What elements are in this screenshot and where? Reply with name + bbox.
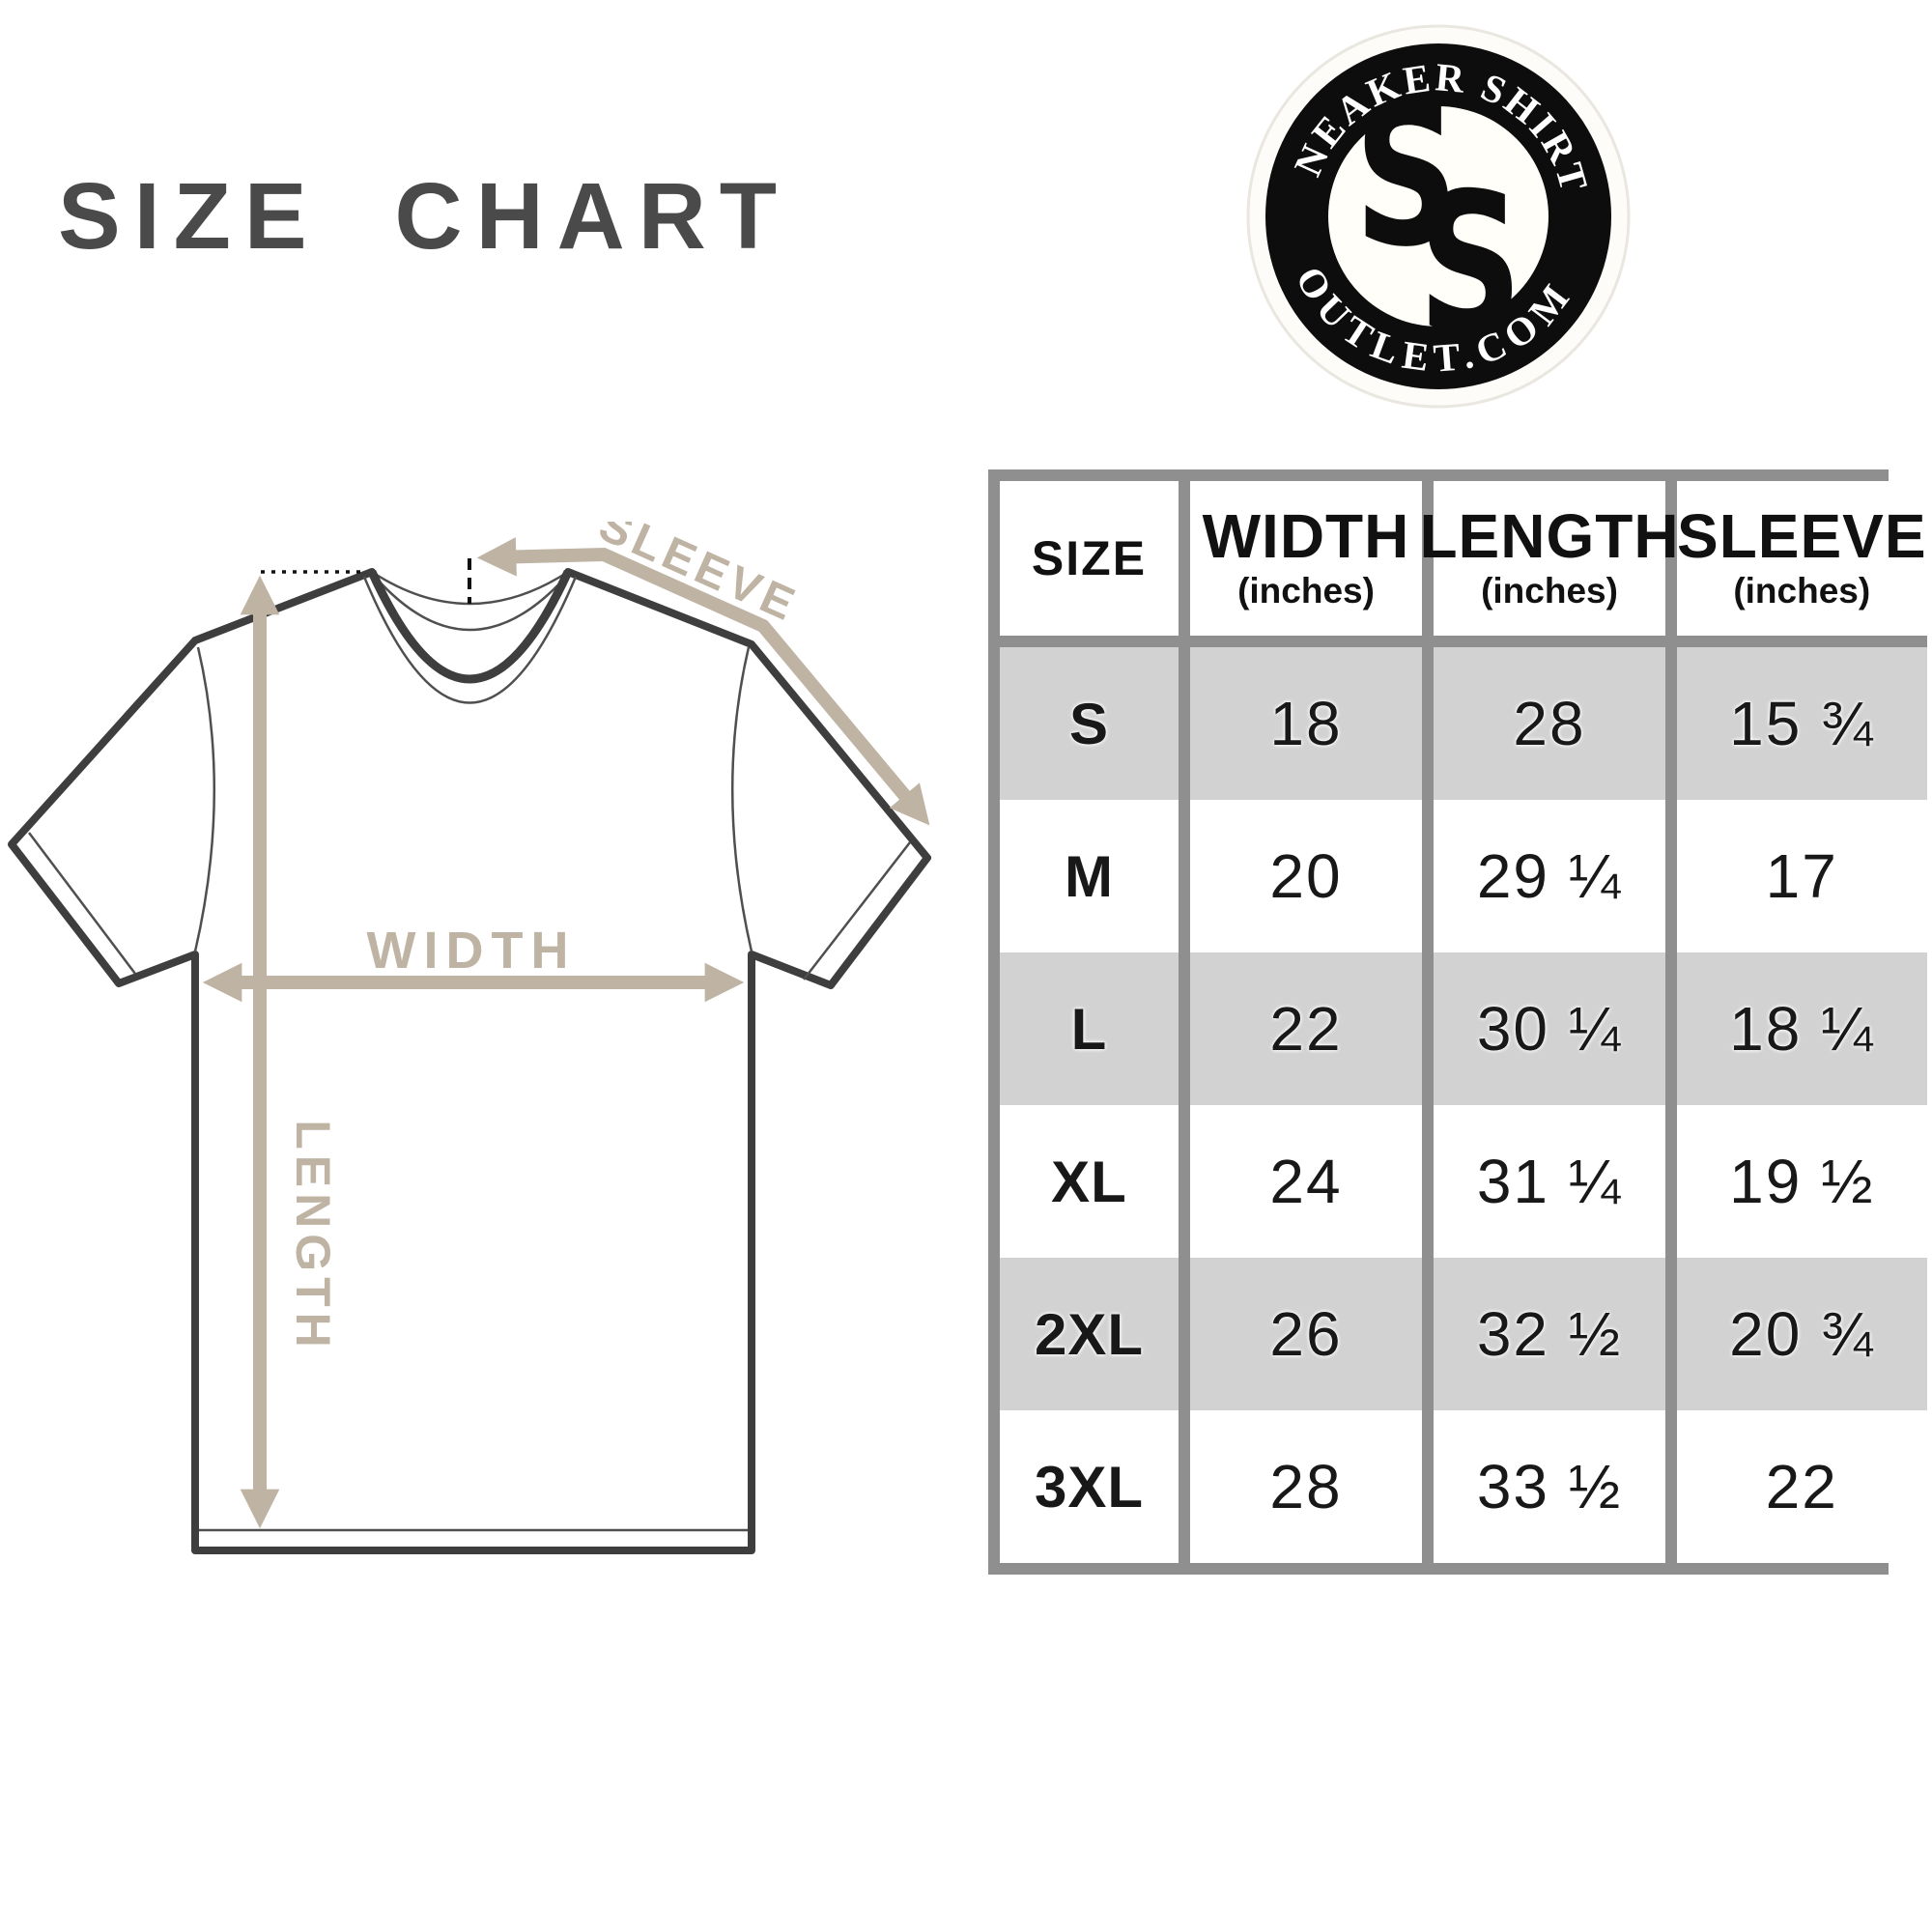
tshirt-measurement-diagram: WIDTH LENGTH SLEEVE bbox=[8, 522, 931, 1554]
size-cell: 2XL bbox=[1000, 1258, 1179, 1410]
header-cell-sleeve: SLEEVE (inches) bbox=[1677, 481, 1927, 647]
sleeve-cell: 18 ¼ bbox=[1677, 952, 1927, 1105]
header-sleeve-units: (inches) bbox=[1733, 571, 1871, 611]
sleeve-cell: 22 bbox=[1677, 1410, 1927, 1563]
size-cell: L bbox=[1000, 952, 1179, 1105]
header-width-units: (inches) bbox=[1237, 571, 1375, 611]
shirt-outline bbox=[8, 568, 931, 1554]
sleeve-cell: 15 ¾ bbox=[1677, 647, 1927, 800]
width-measure-label: WIDTH bbox=[367, 922, 577, 980]
sleeve-cell: 20 ¾ bbox=[1677, 1258, 1927, 1410]
logo-inner-circle bbox=[1328, 106, 1548, 327]
monogram-s-left: S bbox=[1354, 64, 1459, 291]
left-armhole-seam bbox=[193, 646, 215, 952]
header-sleeve-label: SLEEVE bbox=[1677, 501, 1927, 571]
length-measure-label: LENGTH bbox=[286, 1120, 340, 1353]
length-cell: 33 ½ bbox=[1434, 1410, 1665, 1563]
width-cell: 26 bbox=[1190, 1258, 1422, 1410]
left-cuff-hem-line bbox=[28, 832, 136, 975]
brand-logo: SNEAKER SHIRTS OUTLET.COM S S bbox=[1246, 24, 1631, 409]
length-cell: 30 ¼ bbox=[1434, 952, 1665, 1105]
size-cell: 3XL bbox=[1000, 1410, 1179, 1563]
header-cell-width: WIDTH (inches) bbox=[1190, 481, 1422, 647]
header-length-label: LENGTH bbox=[1419, 501, 1680, 571]
header-cell-size: SIZE bbox=[1000, 481, 1179, 647]
header-size-label: SIZE bbox=[1031, 531, 1148, 585]
page-title: SIZE CHART bbox=[58, 163, 790, 269]
length-cell: 32 ½ bbox=[1434, 1258, 1665, 1410]
width-cell: 18 bbox=[1190, 647, 1422, 800]
length-cell: 29 ¼ bbox=[1434, 800, 1665, 952]
width-cell: 22 bbox=[1190, 952, 1422, 1105]
width-cell: 20 bbox=[1190, 800, 1422, 952]
width-cell: 28 bbox=[1190, 1410, 1422, 1563]
size-table: SIZE WIDTH (inches) LENGTH (inches) SLEE… bbox=[988, 469, 1927, 1575]
header-width-label: WIDTH bbox=[1202, 501, 1410, 571]
size-cell: M bbox=[1000, 800, 1179, 952]
monogram-s-right: S bbox=[1418, 153, 1522, 380]
header-length-units: (inches) bbox=[1481, 571, 1618, 611]
measurement-arrows bbox=[202, 537, 930, 1529]
width-cell: 24 bbox=[1190, 1105, 1422, 1258]
sleeve-cell: 19 ½ bbox=[1677, 1105, 1927, 1258]
length-cell: 28 bbox=[1434, 647, 1665, 800]
size-cell: S bbox=[1000, 647, 1179, 800]
length-cell: 31 ¼ bbox=[1434, 1105, 1665, 1258]
size-cell: XL bbox=[1000, 1105, 1179, 1258]
sleeve-cell: 17 bbox=[1677, 800, 1927, 952]
sleeve-arrow bbox=[476, 537, 930, 826]
right-cuff-hem-line bbox=[803, 841, 911, 980]
logo-ss-monogram: S S bbox=[1354, 64, 1522, 380]
header-cell-length: LENGTH (inches) bbox=[1419, 481, 1679, 647]
